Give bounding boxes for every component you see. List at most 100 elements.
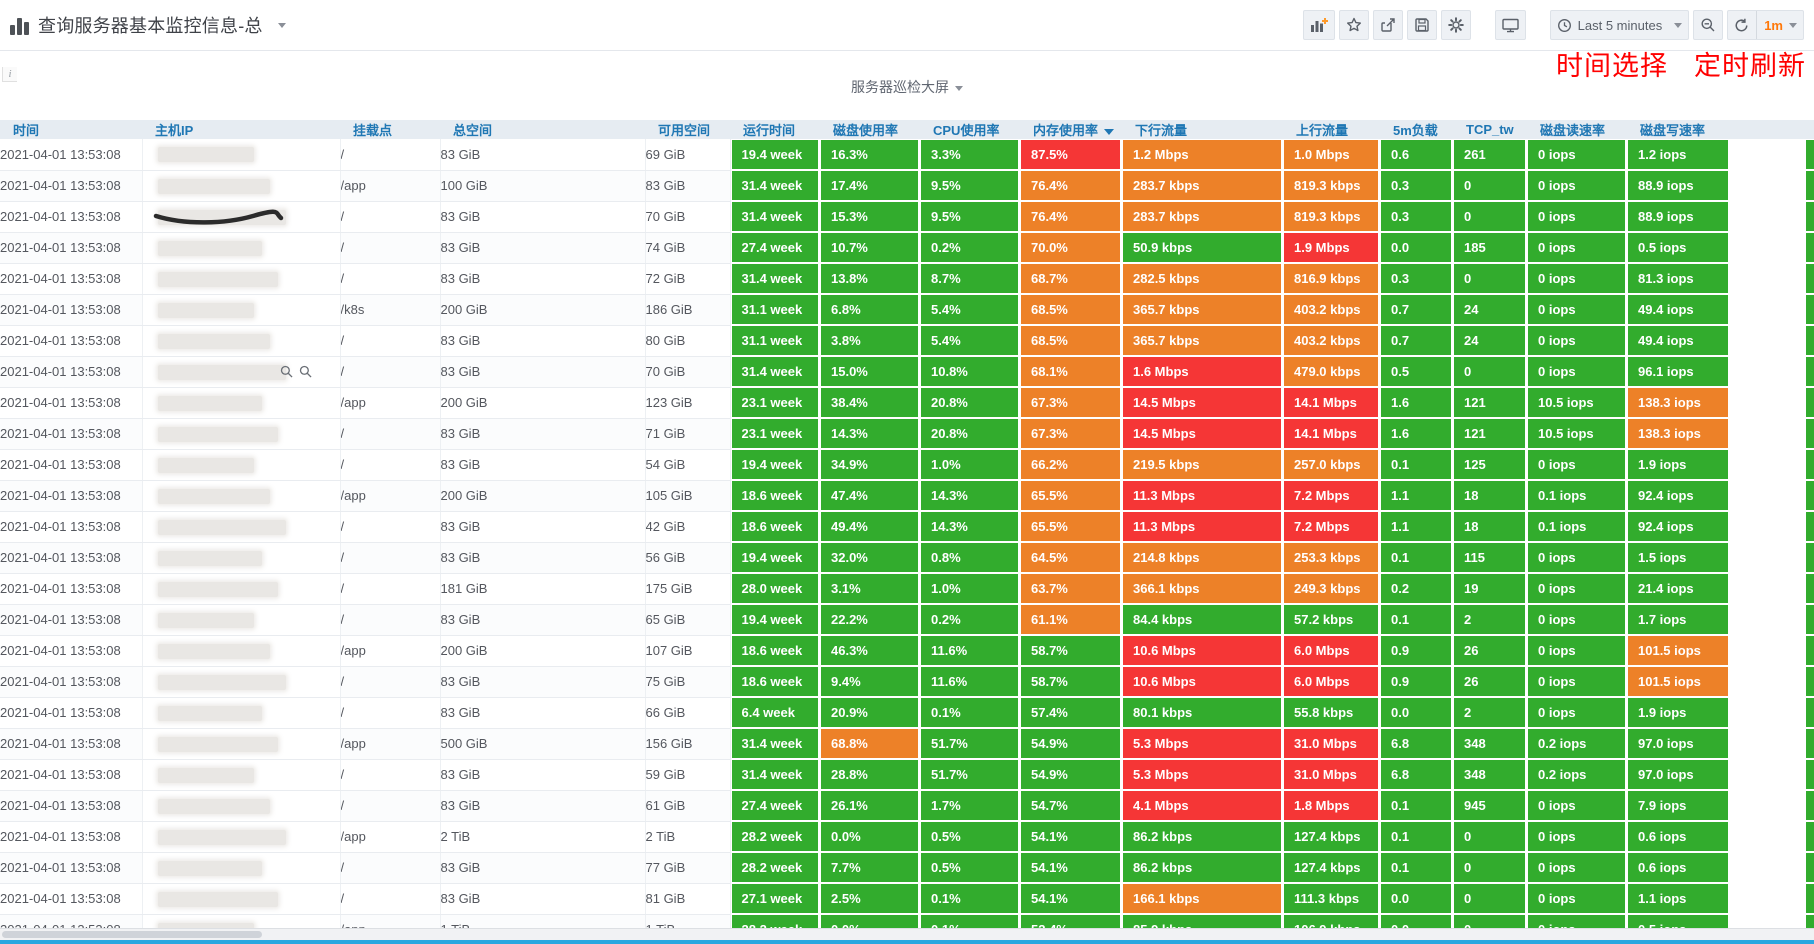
col-header-overflow xyxy=(1730,120,1814,139)
cell-down-traffic: 283.7 kbps xyxy=(1122,170,1283,201)
table-row: 2021-04-01 13:53:08 /83 GiB 42 GiB 18.6 wee… xyxy=(0,511,1814,543)
tv-mode-button[interactable] xyxy=(1494,10,1526,40)
col-header-disk-write[interactable]: 磁盘写速率 xyxy=(1627,120,1730,139)
sort-desc-icon xyxy=(1104,129,1115,135)
metric-value: 261 xyxy=(1454,140,1525,169)
cell-disk-read: 0 iops xyxy=(1527,201,1627,232)
cell-mem-usage: 54.9% xyxy=(1020,728,1122,759)
cell-avail-space: 80 GiB xyxy=(645,325,731,357)
col-header-down-traffic[interactable]: 下行流量 xyxy=(1122,120,1283,139)
zoom-out-icon[interactable] xyxy=(299,365,312,378)
cell-cpu-usage: 5.4% xyxy=(920,325,1020,356)
cell-disk-write: 1.7 iops xyxy=(1627,604,1730,635)
horizontal-scrollbar[interactable] xyxy=(0,928,1814,940)
metric-value: 1.2 iops xyxy=(1628,140,1728,169)
metric-value: 19 xyxy=(1454,574,1525,603)
redacted-ip xyxy=(157,457,254,473)
metric-value: 54.9% xyxy=(1021,760,1120,789)
cell-avail-space: 54 GiB xyxy=(645,449,731,481)
metric-value: 13.8% xyxy=(821,264,918,293)
cell-disk-write: 0.5 iops xyxy=(1627,232,1730,263)
cell-cpu-usage: 11.6% xyxy=(920,635,1020,666)
cell-host-ip xyxy=(142,821,341,853)
metric-value: 0 iops xyxy=(1528,264,1625,293)
metric-value: 23.1 week xyxy=(731,388,818,417)
metric-value: 21.4 iops xyxy=(1628,574,1728,603)
redacted-ip xyxy=(157,674,286,690)
col-header-mount[interactable]: 挂载点 xyxy=(340,120,440,139)
metric-value: 0 iops xyxy=(1528,853,1625,882)
metric-value: 31.4 week xyxy=(731,171,818,200)
col-header-up-traffic[interactable]: 上行流量 xyxy=(1283,120,1380,139)
col-header-load5m[interactable]: 5m负载 xyxy=(1380,120,1453,139)
dashboard-title-button[interactable]: 查询服务器基本监控信息-总 xyxy=(0,12,286,38)
metric-value: 0 iops xyxy=(1528,822,1625,851)
cell-avail-space: 74 GiB xyxy=(645,232,731,264)
zoom-out-button[interactable] xyxy=(1693,10,1724,40)
save-button[interactable] xyxy=(1406,10,1437,40)
metric-value: 185 xyxy=(1454,233,1525,262)
cell-load5m: 0.9 xyxy=(1380,635,1453,666)
cell-mount: /app xyxy=(340,387,441,419)
metric-value: 403.2 kbps xyxy=(1284,326,1378,355)
cell-load5m: 0.1 xyxy=(1380,852,1453,883)
redacted-ip xyxy=(157,302,254,318)
bottom-blue-strip xyxy=(0,940,1814,944)
cell-cpu-usage: 0.1% xyxy=(920,697,1020,728)
col-header-disk-read[interactable]: 磁盘读速率 xyxy=(1527,120,1627,139)
metric-value: 26.1% xyxy=(821,791,918,820)
refresh-button[interactable]: 1m xyxy=(1727,10,1804,40)
cell-avail-space: 66 GiB xyxy=(645,697,731,729)
cell-disk-read: 0 iops xyxy=(1527,294,1627,325)
cell-disk-usage: 2.5% xyxy=(820,883,920,914)
redacted-ip xyxy=(157,488,270,504)
cell-total-space: 83 GiB xyxy=(440,852,646,884)
cell-mem-usage: 87.5% xyxy=(1020,139,1122,170)
add-panel-button[interactable] xyxy=(1302,10,1335,40)
metric-value: 57.4% xyxy=(1021,698,1120,727)
star-button[interactable] xyxy=(1338,10,1369,40)
metric-value: 0 iops xyxy=(1528,884,1625,913)
cell-uptime: 18.6 week xyxy=(730,480,820,511)
metric-value: 5.3 Mbps xyxy=(1123,729,1281,758)
cell-total-space: 83 GiB xyxy=(440,263,646,295)
panel-title[interactable]: 服务器巡检大屏 xyxy=(0,77,1814,97)
col-header-avail-space[interactable]: 可用空间 xyxy=(645,120,730,139)
annotation-label: 定时刷新 xyxy=(1694,51,1806,81)
col-header-cpu-usage[interactable]: CPU使用率 xyxy=(920,120,1020,139)
metric-value: 0.0% xyxy=(821,822,918,851)
clipped-next-column xyxy=(1806,419,1814,448)
cell-uptime: 28.2 week xyxy=(730,821,820,852)
panel-info-icon[interactable]: i xyxy=(2,67,17,82)
cell-disk-read: 10.5 iops xyxy=(1527,387,1627,418)
cell-down-traffic: 80.1 kbps xyxy=(1122,697,1283,728)
cell-disk-usage: 47.4% xyxy=(820,480,920,511)
metric-value: 0 xyxy=(1454,264,1525,293)
col-header-host-ip[interactable]: 主机IP xyxy=(142,120,340,139)
cell-tcp-tw: 0 xyxy=(1453,852,1527,883)
cell-disk-usage: 15.3% xyxy=(820,201,920,232)
cell-disk-read: 0 iops xyxy=(1527,325,1627,356)
cell-mount: / xyxy=(340,232,441,264)
col-header-total-space[interactable]: 总空间 xyxy=(440,120,645,139)
cell-cpu-usage: 9.5% xyxy=(920,170,1020,201)
col-header-mem-usage[interactable]: 内存使用率 xyxy=(1020,120,1122,139)
cell-mem-usage: 63.7% xyxy=(1020,573,1122,604)
share-button[interactable] xyxy=(1372,10,1403,40)
clipped-next-column xyxy=(1806,760,1814,789)
col-header-uptime[interactable]: 运行时间 xyxy=(730,120,820,139)
cell-time: 2021-04-01 13:53:08 xyxy=(0,449,143,481)
settings-button[interactable] xyxy=(1440,10,1471,40)
col-header-tcp-tw[interactable]: TCP_tw xyxy=(1453,120,1527,139)
cell-mem-usage: 70.0% xyxy=(1020,232,1122,263)
scrollbar-thumb[interactable] xyxy=(2,931,262,938)
col-header-time[interactable]: 时间 xyxy=(0,120,142,139)
cell-disk-read: 0 iops xyxy=(1527,356,1627,387)
refresh-icon xyxy=(1735,18,1748,31)
col-header-disk-usage[interactable]: 磁盘使用率 xyxy=(820,120,920,139)
table-row: 2021-04-01 13:53:08 /83 GiB 74 GiB 27.4 wee… xyxy=(0,232,1814,264)
cell-uptime: 28.2 week xyxy=(730,852,820,883)
zoom-in-icon[interactable] xyxy=(280,365,293,378)
time-range-picker[interactable]: Last 5 minutes xyxy=(1549,10,1690,40)
cell-host-ip xyxy=(142,573,341,605)
